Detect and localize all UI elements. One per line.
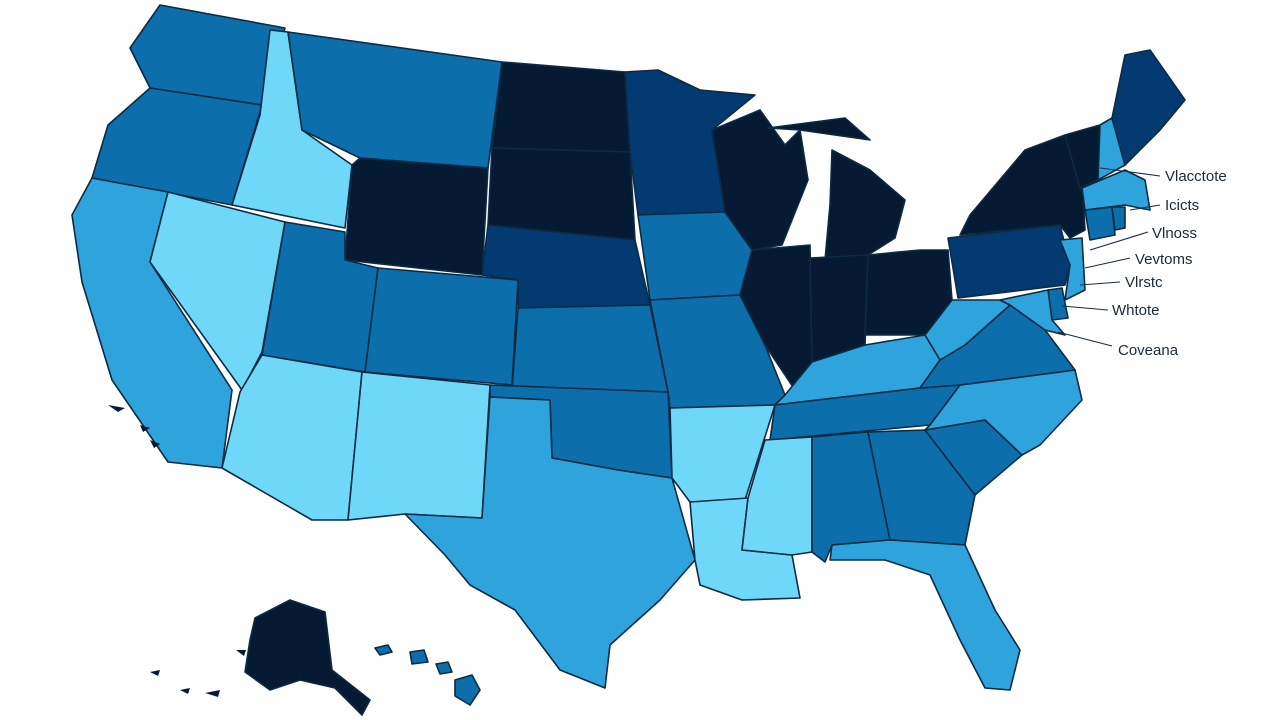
callout-leader-2 (1129, 204, 1161, 211)
callouts-layer: Vlacctote Icicts Vlnoss Vevtoms Vlrstc W… (1057, 167, 1227, 359)
state-sd[interactable] (487, 147, 636, 241)
callout-label: Vevtoms (1135, 251, 1193, 268)
callout-label: Vlnoss (1152, 225, 1197, 242)
state-nm[interactable] (347, 371, 491, 521)
coastal-islands (108, 405, 246, 697)
callout-leader-6 (1061, 305, 1109, 311)
state-wy[interactable] (344, 157, 489, 276)
callout-label: Coveana (1118, 342, 1179, 359)
state-mi[interactable] (767, 117, 906, 261)
state-nj[interactable] (1059, 237, 1086, 301)
state-pa[interactable] (947, 224, 1071, 299)
callout-label: Icicts (1165, 197, 1199, 214)
state-co[interactable] (364, 267, 519, 386)
state-ny[interactable] (959, 134, 1086, 239)
state-me[interactable] (1111, 49, 1186, 166)
callout-leader-5 (1079, 281, 1121, 286)
callout-leader-7 (1057, 331, 1113, 347)
alaska-islands (150, 650, 246, 697)
state-hi[interactable] (374, 644, 481, 706)
state-tx[interactable] (404, 396, 696, 689)
states-layer (71, 4, 1186, 716)
state-ks[interactable] (511, 304, 669, 393)
state-nd[interactable] (491, 61, 631, 153)
state-fl[interactable] (829, 539, 1021, 691)
callout-label: Whtote (1112, 302, 1160, 319)
state-ct[interactable] (1084, 206, 1116, 241)
callout-label: Vlrstc (1125, 274, 1163, 291)
state-ak[interactable] (244, 599, 371, 716)
state-wi[interactable] (711, 109, 809, 251)
state-ri[interactable] (1111, 206, 1126, 231)
callout-leader-4 (1084, 257, 1131, 269)
state-md[interactable] (999, 289, 1066, 336)
callout-label: Vlacctote (1165, 168, 1227, 185)
callout-leader-3 (1089, 231, 1149, 251)
state-ga[interactable] (867, 429, 976, 546)
state-in[interactable] (809, 254, 869, 363)
callout-leader-1 (1099, 167, 1161, 177)
california-islands (108, 405, 160, 448)
